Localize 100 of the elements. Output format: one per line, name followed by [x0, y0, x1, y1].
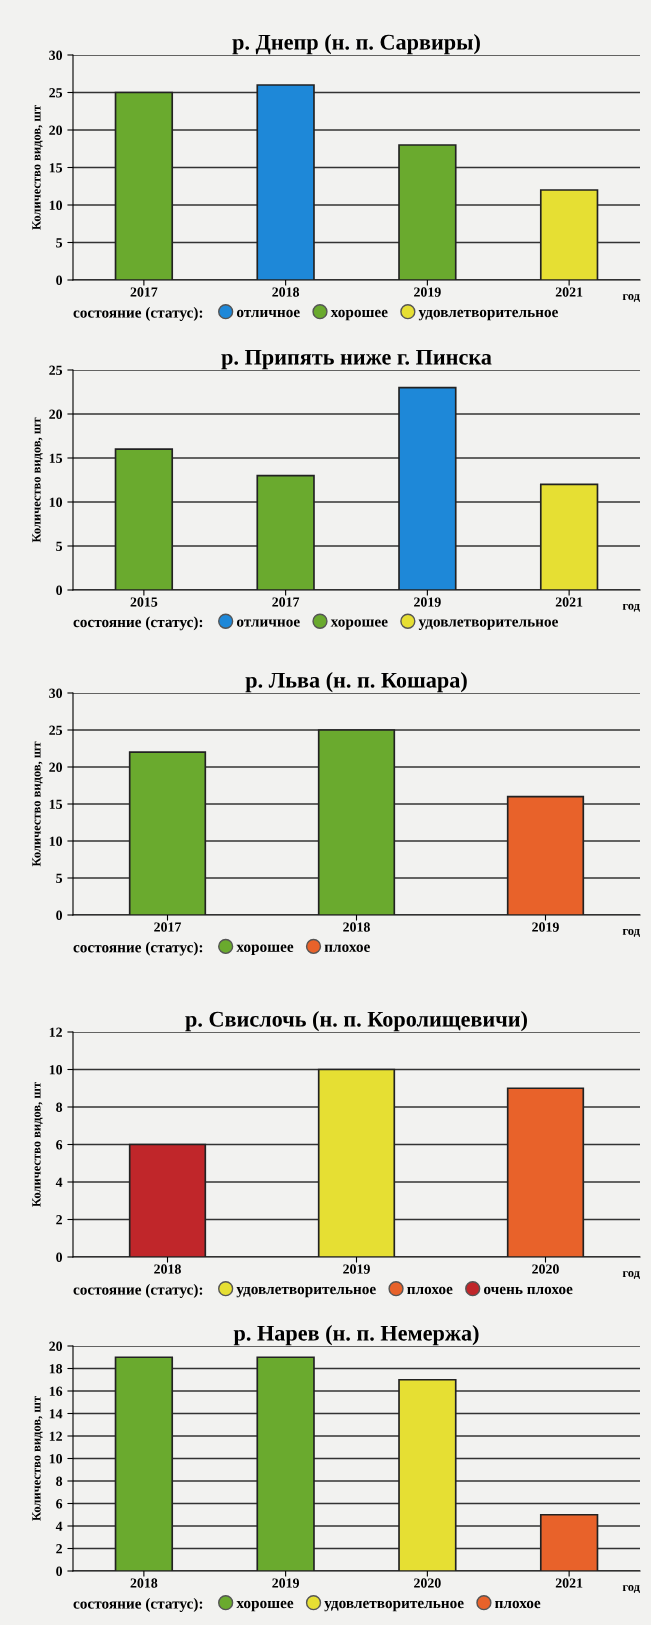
y-tick-label: 25: [49, 88, 63, 98]
legend-label: хорошее: [330, 619, 388, 630]
x-tick-label: 2017: [154, 922, 182, 932]
legend-label: плохое: [407, 1286, 453, 1295]
bar: [114, 1356, 174, 1571]
y-tick-label: 2: [56, 1215, 62, 1225]
chart-title: р. Нарев (н. п. Немержа): [233, 1325, 479, 1346]
y-axis-title: Количество видов, шт: [32, 417, 43, 543]
bar: [539, 1513, 599, 1571]
y-tick-label: 16: [49, 1386, 63, 1396]
bar: [398, 144, 457, 280]
y-tick-label: 2: [56, 1544, 62, 1554]
y-tick-label: 6: [56, 1499, 63, 1509]
y-tick-label: 0: [56, 910, 63, 920]
y-tick-label: 20: [49, 409, 63, 419]
y-tick-label: 12: [49, 1027, 62, 1037]
y-tick-label: 10: [49, 1454, 63, 1464]
chart-title: р. Днепр (н. п. Сарвиры): [232, 34, 480, 55]
legend-label: отличное: [236, 309, 300, 318]
x-tick-label: 2019: [532, 922, 559, 932]
x-axis-title: год: [622, 1585, 640, 1594]
x-tick-label: 2018: [272, 287, 300, 297]
x-tick-label: 2020: [532, 1264, 559, 1274]
bar: [398, 1378, 457, 1571]
y-tick-label: 30: [49, 50, 63, 60]
y-tick-label: 14: [49, 1409, 63, 1419]
legend-label: удовлетворительное: [418, 309, 558, 321]
bar: [506, 795, 585, 915]
x-tick-label: 2021: [555, 1578, 583, 1588]
x-tick-label: 2017: [130, 287, 158, 297]
y-tick-label: 25: [49, 365, 63, 375]
bar: [539, 483, 599, 590]
x-tick-label: 2019: [272, 1578, 300, 1588]
x-tick-label: 2015: [130, 597, 158, 607]
bar: [256, 84, 315, 280]
y-axis-title: Количество видов, шт: [32, 741, 43, 867]
y-axis-title: Количество видов, шт: [32, 1082, 43, 1207]
bar: [398, 386, 457, 590]
x-tick-label: 2018: [343, 922, 370, 932]
bar: [114, 91, 174, 280]
y-tick-label: 10: [49, 200, 63, 210]
legend-label: удовлетворительное: [324, 1600, 464, 1612]
x-tick-label: 2017: [272, 597, 300, 607]
x-tick-label: 2018: [154, 1264, 181, 1274]
y-tick-label: 10: [49, 1065, 63, 1075]
y-tick-label: 15: [49, 453, 63, 463]
legend-label: очень плохое: [484, 1286, 573, 1295]
y-tick-label: 15: [49, 163, 63, 173]
bar: [256, 474, 315, 590]
bar: [539, 189, 599, 280]
y-tick-label: 5: [56, 238, 63, 248]
legend-title: состояние (статус):: [73, 307, 203, 321]
x-tick-label: 2019: [343, 1264, 370, 1274]
y-tick-label: 0: [56, 585, 63, 595]
y-tick-label: 4: [55, 1177, 63, 1187]
y-tick-label: 5: [56, 541, 63, 551]
y-tick-label: 30: [49, 688, 63, 698]
bar: [256, 1356, 315, 1571]
x-axis-title: год: [622, 1271, 640, 1280]
x-axis-title: год: [622, 294, 640, 303]
chart-title: р. Свислочь (н. п. Королищевичи): [185, 1011, 527, 1032]
x-axis-title: год: [622, 928, 640, 937]
legend-label: удовлетворительное: [418, 619, 558, 630]
chart-title: р. Припять ниже г. Пинска: [221, 349, 492, 370]
x-axis-title: год: [622, 603, 640, 612]
x-tick-label: 2019: [414, 287, 441, 297]
y-tick-label: 8: [56, 1102, 63, 1112]
y-tick-label: 5: [56, 873, 63, 883]
y-tick-label: 15: [49, 799, 63, 809]
legend-title: состояние (статус):: [73, 616, 203, 631]
legend-title: состояние (статус):: [73, 1284, 203, 1298]
y-tick-label: 8: [56, 1476, 63, 1486]
x-tick-label: 2021: [555, 287, 583, 297]
y-tick-label: 20: [49, 1341, 63, 1351]
legend-label: хорошее: [330, 309, 388, 321]
bar: [317, 729, 396, 915]
y-tick-label: 20: [49, 762, 63, 772]
legend-label: отличное: [236, 619, 300, 627]
y-axis-title: Количество видов, шт: [32, 105, 43, 230]
legend-title: состояние (статус):: [73, 1598, 203, 1612]
y-tick-label: 0: [56, 1566, 63, 1576]
bar: [128, 751, 207, 915]
y-tick-label: 18: [49, 1364, 63, 1374]
legend-label: удовлетворительное: [236, 1286, 376, 1298]
legend-label: плохое: [495, 1600, 541, 1609]
y-tick-label: 0: [56, 1252, 63, 1262]
y-tick-label: 12: [49, 1431, 62, 1441]
x-tick-label: 2019: [414, 597, 441, 607]
y-tick-label: 6: [56, 1140, 63, 1150]
y-tick-label: 25: [49, 725, 63, 735]
x-tick-label: 2020: [414, 1578, 441, 1588]
legend-label: плохое: [324, 944, 370, 952]
legend-title: состояние (статус):: [73, 941, 203, 956]
legend-label: хорошее: [236, 1600, 294, 1612]
y-tick-label: 10: [49, 836, 63, 846]
x-tick-label: 2021: [555, 597, 583, 607]
y-tick-label: 4: [55, 1521, 63, 1531]
x-tick-label: 2018: [130, 1578, 158, 1588]
y-tick-label: 10: [49, 497, 63, 507]
y-axis-title: Количество видов, шт: [32, 1396, 43, 1521]
